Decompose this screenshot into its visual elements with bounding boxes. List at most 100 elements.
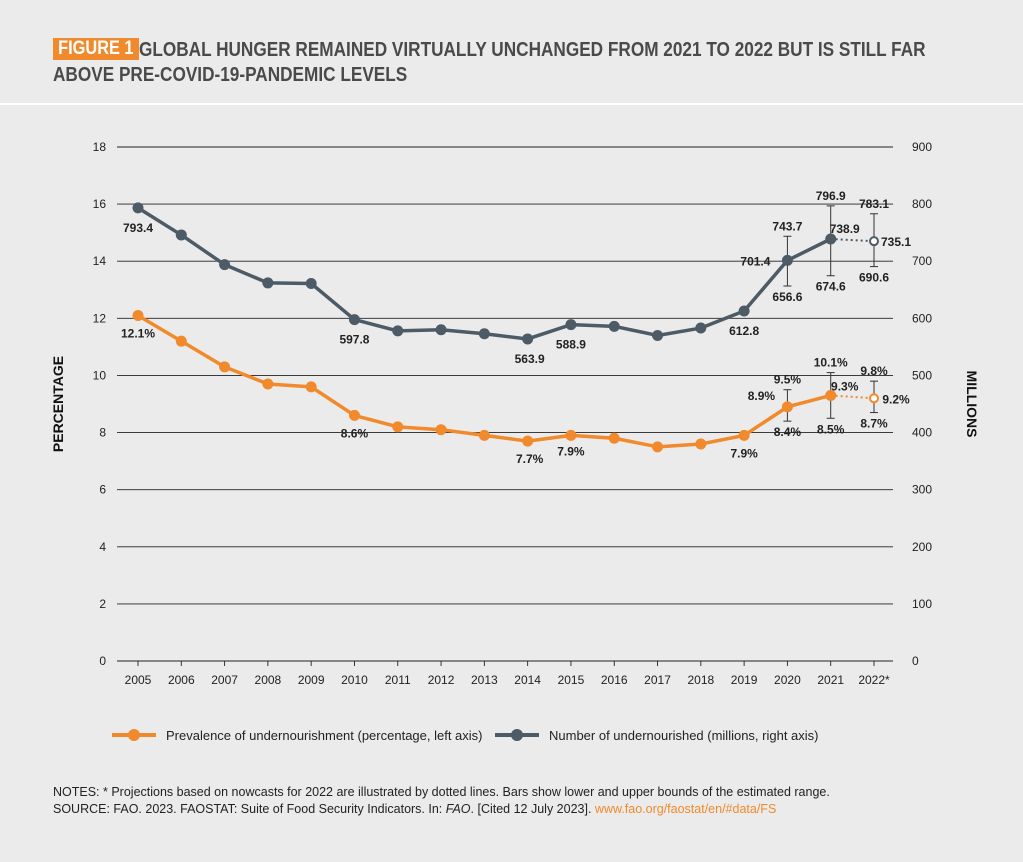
number-data-label: 793.4	[123, 221, 153, 235]
legend-item-prevalence: Prevalence of undernourishment (percenta…	[112, 725, 483, 745]
prevalence-point	[435, 424, 447, 436]
legend-swatch-orange	[112, 729, 156, 741]
y-right-tick-label: 100	[912, 597, 932, 611]
x-tick-label: 2006	[168, 673, 195, 687]
prevalence-point	[392, 421, 404, 433]
x-tick-label: 2017	[644, 673, 671, 687]
prevalence-point	[305, 381, 317, 393]
prevalence-point	[348, 409, 360, 421]
prevalence-point	[565, 429, 577, 441]
x-tick-label: 2022*	[858, 673, 890, 687]
number-point	[652, 329, 664, 341]
prevalence-range-high-label: 9.8%	[860, 364, 888, 378]
notes-line: NOTES: * Projections based on nowcasts f…	[53, 785, 830, 799]
legend-swatch-slate	[495, 729, 539, 741]
prevalence-range-low-label: 8.4%	[774, 425, 802, 439]
y-right-tick-label: 400	[912, 426, 932, 440]
number-point	[869, 236, 879, 247]
prevalence-point	[652, 441, 664, 453]
y-left-tick-label: 6	[99, 483, 106, 497]
x-tick-label: 2014	[514, 673, 541, 687]
number-data-label: 588.9	[556, 338, 586, 352]
number-data-label: 701.4	[740, 254, 770, 268]
prevalence-projection-line	[830, 394, 875, 400]
y-left-tick-label: 8	[99, 426, 106, 440]
x-tick-label: 2021	[817, 673, 844, 687]
figure-notes: NOTES: * Projections based on nowcasts f…	[53, 784, 1013, 818]
number-point	[781, 254, 793, 266]
number-projection-line	[830, 238, 875, 243]
y-left-tick-label: 14	[93, 254, 107, 268]
prevalence-point	[522, 435, 534, 447]
figure-title: GLOBAL HUNGER REMAINED VIRTUALLY UNCHANG…	[53, 39, 926, 86]
prevalence-point	[738, 429, 750, 441]
prevalence-point	[132, 309, 144, 321]
x-tick-label: 2020	[774, 673, 801, 687]
number-range-high-label: 783.1	[859, 197, 889, 211]
y-left-tick-label: 0	[99, 654, 106, 668]
y-right-axis-title: MILLIONS	[964, 371, 980, 438]
y-right-tick-label: 700	[912, 254, 932, 268]
y-right-tick-label: 300	[912, 483, 932, 497]
number-data-label: 738.9	[830, 222, 860, 236]
source-italic: FAO	[445, 802, 471, 816]
x-tick-label: 2015	[558, 673, 585, 687]
number-point	[132, 202, 144, 214]
prevalence-data-label: 9.2%	[882, 392, 910, 406]
prevalence-point	[695, 438, 707, 450]
number-point	[825, 233, 837, 245]
prevalence-data-label: 9.3%	[831, 379, 859, 393]
number-range-high-label: 743.7	[772, 219, 802, 233]
y-left-tick-label: 12	[93, 311, 107, 325]
y-right-tick-label: 600	[912, 311, 932, 325]
x-tick-label: 2005	[125, 673, 152, 687]
x-tick-label: 2016	[601, 673, 628, 687]
number-point	[219, 259, 231, 271]
prevalence-point	[825, 389, 837, 401]
x-tick-label: 2008	[255, 673, 282, 687]
x-tick-label: 2009	[298, 673, 325, 687]
prevalence-point	[175, 335, 187, 347]
number-point	[738, 305, 750, 317]
number-point	[565, 319, 577, 331]
prevalence-point	[262, 378, 274, 390]
y-left-tick-label: 4	[99, 540, 106, 554]
prevalence-data-label: 12.1%	[121, 326, 155, 340]
y-left-tick-label: 10	[93, 368, 107, 382]
legend-item-number: Number of undernourished (millions, righ…	[495, 725, 819, 745]
y-left-tick-label: 16	[93, 197, 107, 211]
number-data-label: 597.8	[339, 333, 369, 347]
prevalence-data-label: 8.9%	[748, 389, 776, 403]
number-point	[392, 325, 404, 337]
number-point	[522, 333, 534, 345]
number-data-label: 612.8	[729, 324, 759, 338]
source-link[interactable]: www.fao.org/faostat/en/#data/FS	[594, 802, 777, 816]
y-left-axis-title: PERCENTAGE	[50, 356, 66, 452]
y-right-tick-label: 200	[912, 540, 932, 554]
number-point	[478, 328, 490, 340]
prevalence-data-label: 7.7%	[516, 452, 544, 466]
number-range-low-label: 690.6	[859, 271, 889, 285]
prevalence-point	[478, 429, 490, 441]
y-right-tick-label: 500	[912, 368, 932, 382]
number-data-label: 735.1	[881, 235, 911, 249]
source-mid: . [Cited 12 July 2023].	[470, 802, 595, 816]
y-left-tick-label: 2	[99, 597, 106, 611]
number-point	[348, 314, 360, 326]
x-tick-label: 2013	[471, 673, 498, 687]
y-right-tick-label: 800	[912, 197, 932, 211]
prevalence-point	[781, 401, 793, 413]
x-tick-label: 2007	[211, 673, 238, 687]
prevalence-range-low-label: 8.5%	[817, 422, 845, 436]
prevalence-data-label: 7.9%	[557, 444, 585, 458]
prevalence-range-high-label: 10.1%	[814, 356, 848, 370]
figure-label-badge: FIGURE 1	[53, 38, 139, 60]
source-prefix: SOURCE: FAO. 2023. FAOSTAT: Suite of Foo…	[53, 802, 446, 816]
x-tick-label: 2010	[341, 673, 368, 687]
number-data-label: 563.9	[515, 352, 545, 366]
prevalence-range-high-label: 9.5%	[774, 373, 802, 387]
prevalence-point	[869, 393, 879, 404]
number-range-low-label: 674.6	[816, 280, 846, 294]
prevalence-range-low-label: 8.7%	[860, 417, 888, 431]
